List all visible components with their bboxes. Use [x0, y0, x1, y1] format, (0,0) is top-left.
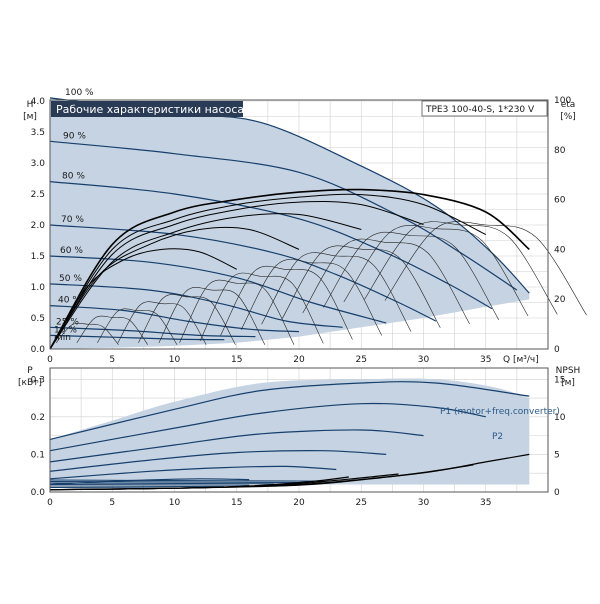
x-tick-label: 20	[293, 498, 305, 508]
speed-label: min	[54, 333, 71, 343]
y-tick-label: 2.0	[31, 221, 46, 231]
x-tick-label: 0	[47, 498, 53, 508]
y-tick-label: 2.5	[31, 190, 45, 200]
y2-tick-label: 80	[554, 146, 566, 156]
x-axis-title: Q [м³/ч]	[503, 355, 539, 365]
p-tick-label: 0.0	[31, 488, 46, 498]
x-tick-label: 30	[418, 355, 430, 365]
y2-axis-unit: [%]	[560, 112, 576, 122]
top-operating-band	[50, 98, 529, 349]
npsh-tick-label: 0	[554, 488, 560, 498]
y-axis-unit: [м]	[23, 112, 37, 122]
speed-label: 100 %	[65, 88, 94, 98]
npsh-tick-label: 5	[554, 450, 560, 460]
x-tick-label: 5	[109, 498, 115, 508]
p-tick-label: 0.2	[31, 413, 45, 423]
x-tick-label: 10	[169, 498, 181, 508]
x-tick-label: 15	[231, 355, 242, 365]
speed-label: 70 %	[61, 215, 84, 225]
power-curve	[50, 484, 249, 485]
y-tick-label: 4.0	[31, 97, 46, 107]
y2-tick-label: 20	[554, 295, 566, 305]
p-tick-label: 0.1	[31, 450, 45, 460]
chart-title: Рабочие характеристики насоса	[56, 103, 244, 116]
p2-label: P2	[492, 432, 503, 442]
x-tick-label: 25	[356, 355, 367, 365]
y2-tick-label: 40	[554, 245, 566, 255]
y-tick-label: 0.0	[31, 345, 46, 355]
x-tick-label: 10	[169, 355, 181, 365]
x-tick-label: 35	[480, 498, 491, 508]
x-tick-label: 20	[293, 355, 305, 365]
top-panel: Рабочие характеристики насоса TPE3 100-4…	[23, 88, 587, 365]
y-tick-label: 0.5	[31, 314, 45, 324]
x-tick-label: 5	[109, 355, 115, 365]
x-tick-label: 0	[47, 355, 53, 365]
y-tick-label: 1.0	[31, 283, 46, 293]
power-curve	[50, 486, 224, 487]
p-tick-label: 0.3	[31, 375, 45, 385]
speed-label: 40 %	[58, 296, 81, 306]
y2-tick-label: 60	[554, 196, 566, 206]
speed-label: 80 %	[62, 172, 85, 182]
y2-tick-label: 0	[554, 345, 560, 355]
y-tick-label: 3.0	[31, 159, 46, 169]
y-tick-label: 3.5	[31, 128, 45, 138]
y2-tick-label: 100	[554, 96, 571, 106]
npsh-tick-label: 10	[554, 413, 566, 423]
p1-label: P1 (motor+freq.converter)	[440, 407, 560, 417]
bottom-panel: P [кВт] NPSH [м] P1 (motor+freq.converte…	[18, 366, 580, 508]
x-tick-label: 35	[480, 355, 491, 365]
y-tick-label: 1.5	[31, 252, 45, 262]
speed-label: 60 %	[60, 246, 83, 256]
x-tick-label: 15	[231, 498, 242, 508]
x-tick-label: 30	[418, 498, 430, 508]
speed-label: 50 %	[59, 274, 82, 284]
x-tick-label: 25	[356, 498, 367, 508]
npsh-tick-label: 15	[554, 375, 565, 385]
speed-label: 90 %	[63, 131, 86, 141]
model-label: TPE3 100-40-S, 1*230 V	[425, 105, 535, 115]
